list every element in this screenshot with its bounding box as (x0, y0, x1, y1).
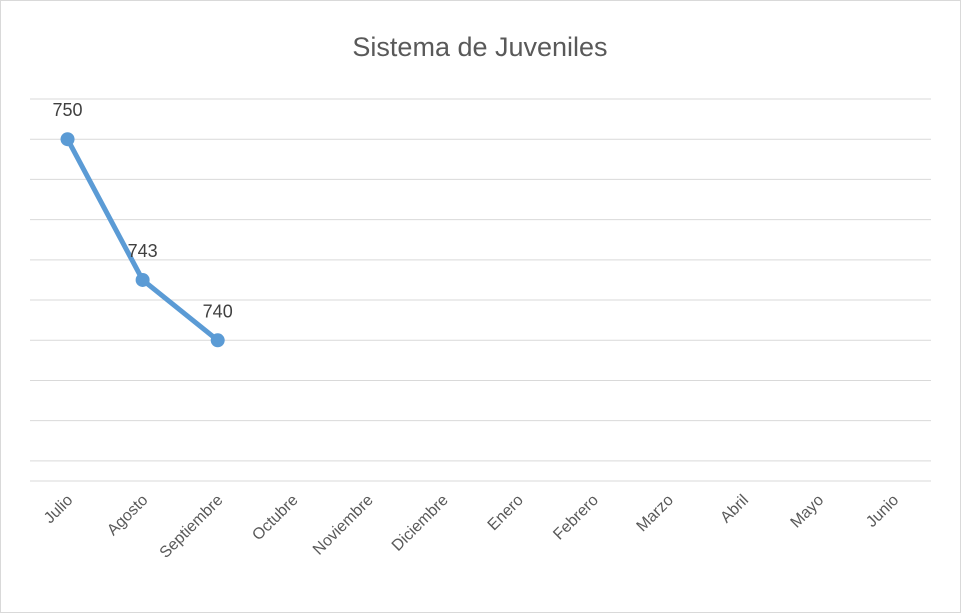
x-tick-label: Julio (41, 492, 76, 527)
data-label: 750 (53, 100, 83, 120)
data-label: 743 (128, 241, 158, 261)
data-labels: 750 743 740 (53, 100, 233, 321)
x-tick-label: Marzo (634, 492, 678, 536)
data-point (60, 132, 75, 147)
x-tick-label: Mayo (788, 492, 828, 532)
x-tick-label: Junio (863, 492, 902, 531)
data-label: 740 (203, 301, 233, 321)
x-tick-label: Febrero (550, 492, 602, 544)
x-tick-label: Septiembre (157, 492, 227, 562)
chart-title: Sistema de Juveniles (352, 32, 607, 62)
series-line (65, 136, 221, 343)
data-point (135, 272, 150, 287)
gridlines (30, 98, 931, 482)
x-tick-label: Diciembre (389, 492, 452, 555)
x-tick-label: Enero (485, 492, 527, 534)
x-tick-label: Agosto (104, 492, 151, 539)
x-tick-label: Noviembre (310, 492, 377, 559)
x-tick-label: Octubre (249, 492, 301, 544)
series-group (60, 132, 225, 348)
x-axis-tick-labels: Julio Agosto Septiembre Octubre Noviembre Dic… (41, 492, 902, 562)
data-point (210, 333, 225, 348)
x-tick-label: Abril (717, 492, 752, 527)
